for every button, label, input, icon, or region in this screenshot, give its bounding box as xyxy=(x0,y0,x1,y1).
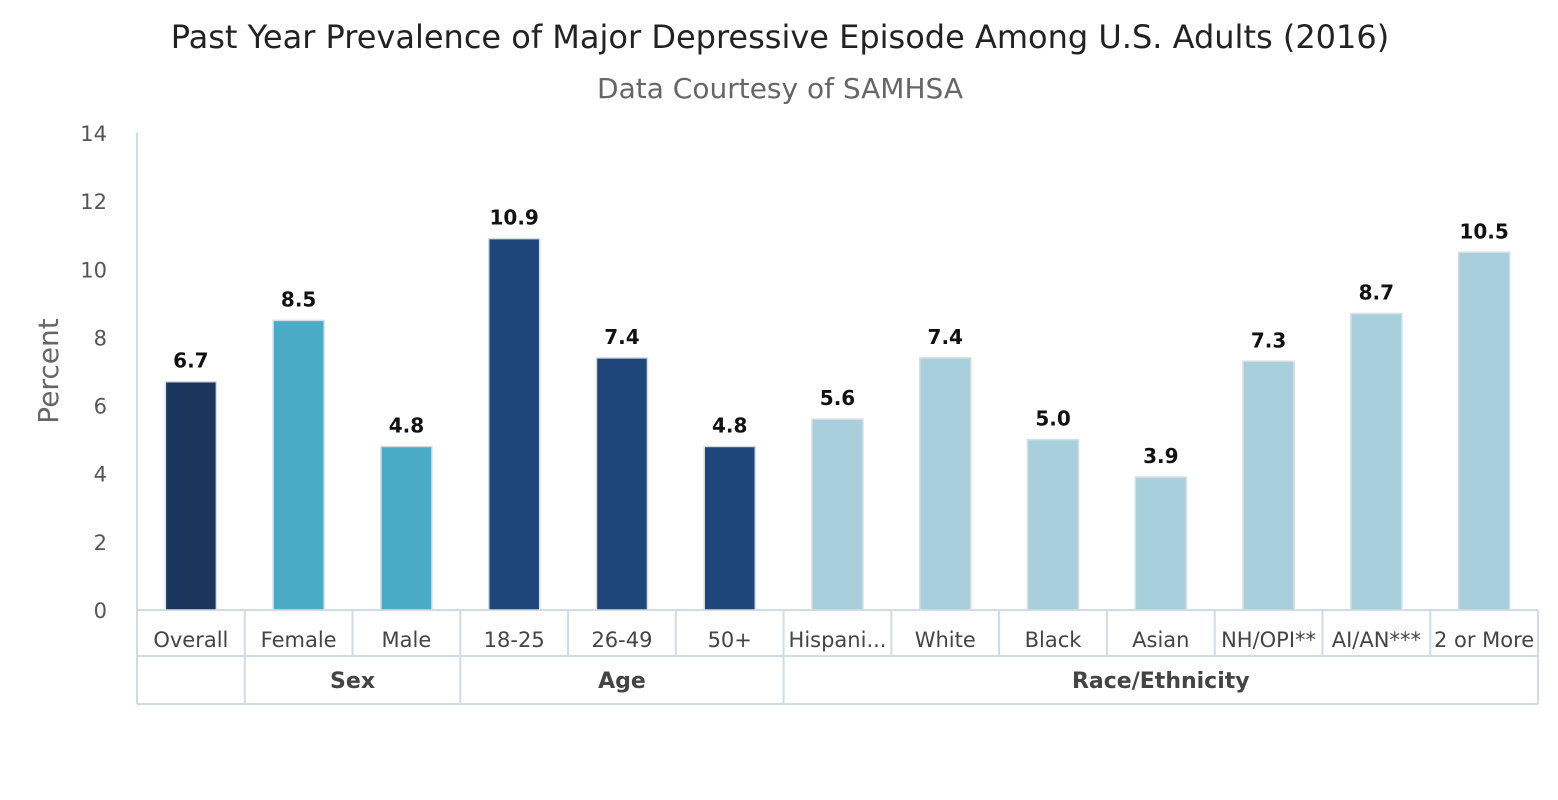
category-label: AI/AN*** xyxy=(1332,628,1421,652)
bars xyxy=(164,237,1511,611)
group-label: Race/Ethnicity xyxy=(1072,669,1250,694)
group-label: Sex xyxy=(330,669,375,694)
data-label: 7.4 xyxy=(928,325,963,349)
y-tick-label: 8 xyxy=(94,326,107,350)
bar-6 xyxy=(703,445,756,611)
category-labels: Overall Female Male 18-25 26-49 50+ Hispani...… xyxy=(153,628,1534,652)
category-label: NH/OPI** xyxy=(1221,628,1316,652)
category-label: Hispani... xyxy=(789,628,887,652)
data-label: 8.7 xyxy=(1359,281,1394,305)
category-label: 50+ xyxy=(708,628,752,652)
category-label: 2 or More xyxy=(1434,628,1534,652)
group-label: Age xyxy=(598,669,646,694)
data-label: 7.4 xyxy=(604,325,639,349)
data-label: 3.9 xyxy=(1143,444,1178,468)
y-tick-label: 14 xyxy=(80,122,107,146)
data-label: 10.9 xyxy=(490,206,539,230)
bar-10 xyxy=(1134,476,1188,611)
data-label: 7.3 xyxy=(1251,328,1286,352)
bar-9 xyxy=(1026,438,1080,611)
data-label: 4.8 xyxy=(389,413,424,437)
y-tick-label: 12 xyxy=(80,190,107,214)
bar-2 xyxy=(272,319,325,611)
data-label: 5.6 xyxy=(820,386,855,410)
data-label: 6.7 xyxy=(173,349,208,373)
bar-13 xyxy=(1457,251,1511,611)
data-label: 4.8 xyxy=(712,413,747,437)
bar-12 xyxy=(1350,312,1403,611)
y-tick-label: 2 xyxy=(94,531,107,555)
group-labels: Sex Age Race/Ethnicity xyxy=(330,669,1250,694)
category-label: Male xyxy=(382,628,432,652)
category-label: White xyxy=(915,628,976,652)
data-label: 8.5 xyxy=(281,287,316,311)
category-label: 26-49 xyxy=(591,628,652,652)
y-tick-label: 0 xyxy=(94,599,107,623)
category-label: 18-25 xyxy=(484,628,545,652)
y-axis-ticks: 0 2 4 6 8 10 12 14 xyxy=(80,122,107,623)
bar-11 xyxy=(1242,360,1295,611)
chart-subtitle: Data Courtesy of SAMHSA xyxy=(597,72,963,105)
category-label: Female xyxy=(261,628,337,652)
y-axis-label: Percent xyxy=(32,318,65,423)
bar-5 xyxy=(595,357,649,611)
bar-3 xyxy=(380,445,433,611)
category-label: Black xyxy=(1025,628,1083,652)
category-label: Overall xyxy=(153,628,228,652)
data-label: 10.5 xyxy=(1459,219,1508,243)
bar-4 xyxy=(487,237,541,611)
y-tick-label: 6 xyxy=(94,395,107,419)
bar-1 xyxy=(164,380,218,611)
chart-title: Past Year Prevalence of Major Depressive… xyxy=(171,18,1389,56)
y-tick-label: 4 xyxy=(94,463,107,487)
data-labels: 6.7 8.5 4.8 10.9 7.4 4.8 5.6 7.4 5.0 3.9 7.3 8.7 10.… xyxy=(173,206,1509,469)
bar-8 xyxy=(919,357,972,611)
category-label: Asian xyxy=(1132,628,1189,652)
data-label: 5.0 xyxy=(1035,407,1070,431)
y-tick-label: 10 xyxy=(80,258,107,282)
bar-7 xyxy=(811,418,864,611)
